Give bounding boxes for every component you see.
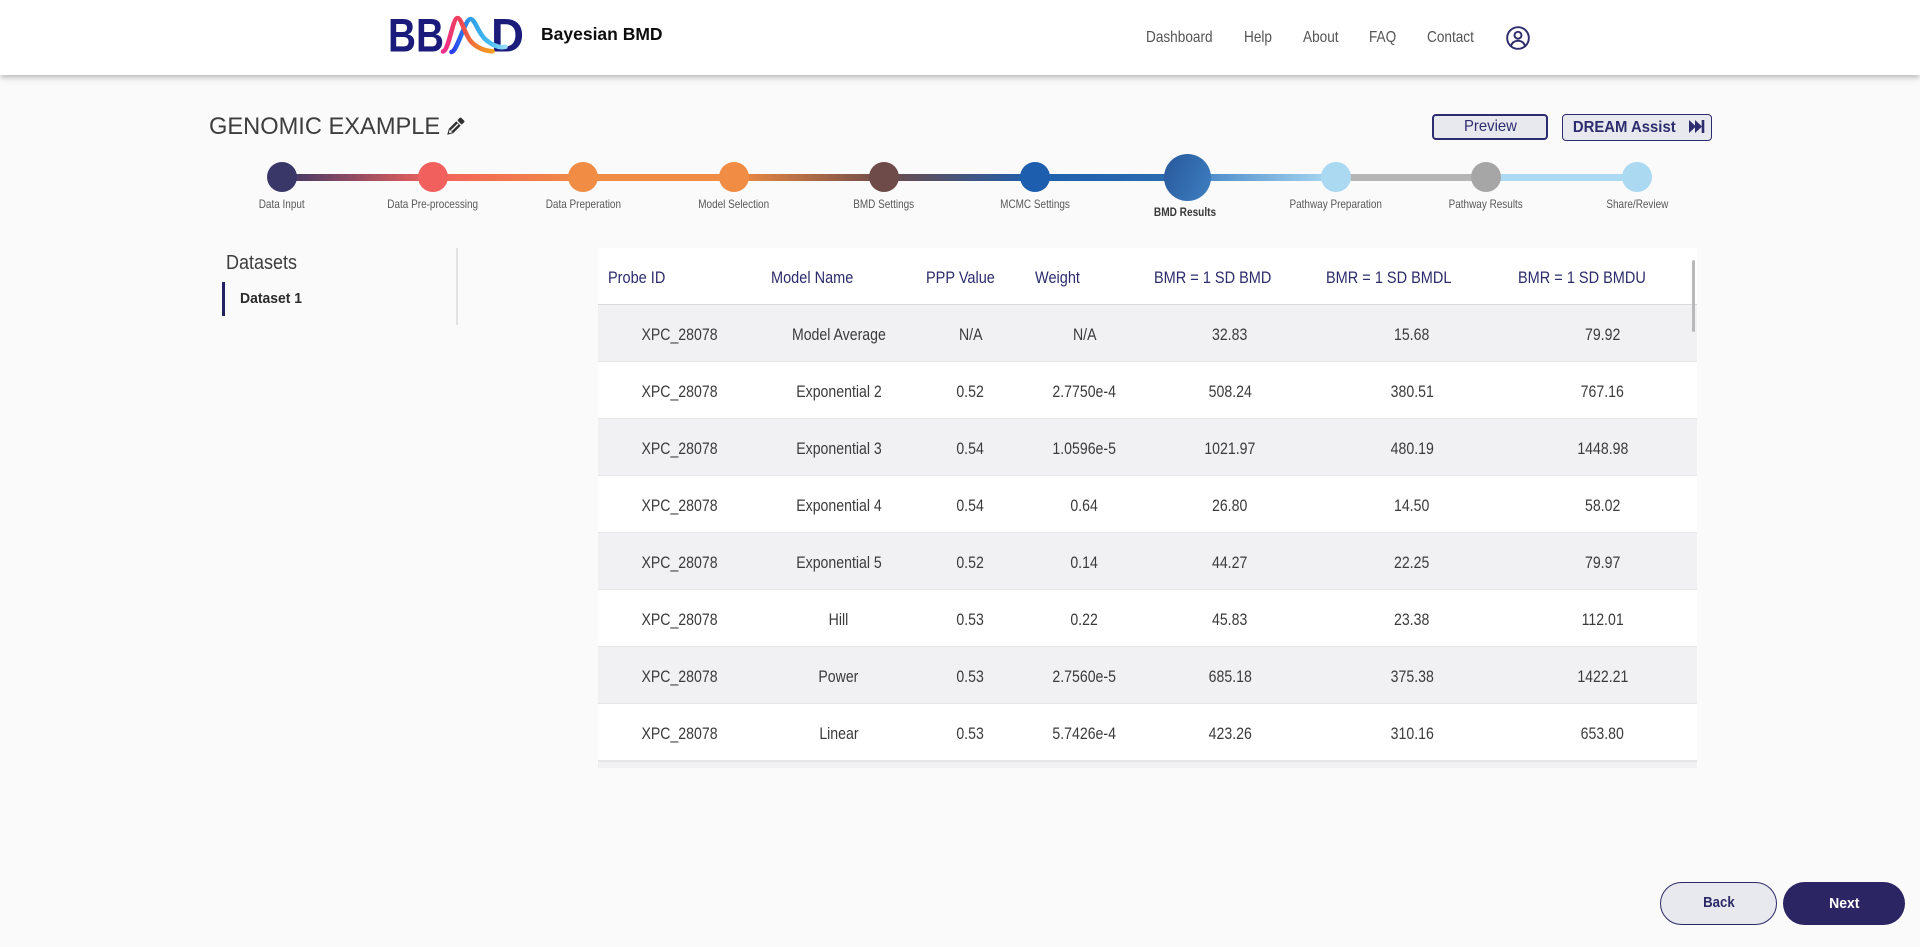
svg-text:D: D [491, 12, 524, 56]
svg-text:BB: BB [388, 12, 444, 56]
